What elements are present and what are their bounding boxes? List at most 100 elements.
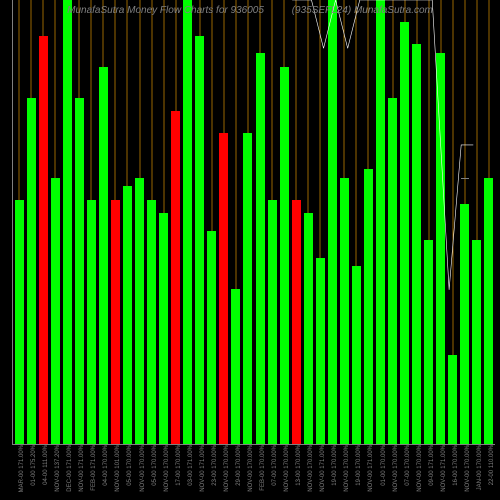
bar-label: 05-00 170.00% [152, 445, 158, 486]
bar-body [231, 289, 240, 444]
bar-body [316, 258, 325, 444]
bar-body [207, 231, 216, 444]
bar-label: DEC-00 171.00% [67, 445, 73, 492]
price-marker [461, 178, 469, 179]
bar-body [352, 266, 361, 444]
bar-label: NOV-00 137.20% [55, 445, 61, 492]
bar-label: 07-00 170.00% [405, 445, 411, 486]
bar-body [484, 178, 493, 444]
bar-label: NOV-00 170.00% [465, 445, 471, 492]
bar-label: 29-00 170.00% [236, 445, 242, 486]
bar-body [460, 204, 469, 444]
bar: NOV-00 170.00% [135, 0, 144, 444]
bar-label: NOV-00 170.00% [344, 445, 350, 492]
bar-body [171, 111, 180, 444]
bar-label: 22-00 110.00% [489, 445, 495, 485]
bar-body [400, 22, 409, 444]
bar-label: 07-00 170.00% [272, 445, 278, 486]
bar-body [39, 36, 48, 444]
bar-label: NOV-00 170.00% [248, 445, 254, 492]
bar: NOV-00 170.00% [304, 0, 313, 444]
bar: 17-00 170.00% [171, 0, 180, 444]
bar-body [111, 200, 120, 444]
bar: 01-00 170.00% [376, 0, 385, 444]
bar: 04-00 111.00% [39, 0, 48, 444]
bar-label: 01-00 170.00% [381, 445, 387, 486]
bar-body [448, 355, 457, 444]
bar: 07-00 170.00% [400, 0, 409, 444]
bar: NOV-00 170.00% [412, 0, 421, 444]
bar-label: NOV-00 170.00% [393, 445, 399, 492]
bar: 13-00 170.00% [292, 0, 301, 444]
bar-label: 13-00 170.00% [296, 445, 302, 486]
bar-label: MAR-00 171.00% [19, 445, 25, 492]
bar-body [364, 169, 373, 444]
bar: 23-00 170.00% [207, 0, 216, 444]
bar: 03-00 171.00% [183, 0, 192, 444]
bar-label: 03-00 171.00% [188, 445, 194, 486]
bar-body [388, 98, 397, 444]
bar-body [304, 213, 313, 444]
bar-label: NOV-00 171.00% [368, 445, 374, 492]
bar: 19-00 170.00% [328, 0, 337, 444]
bar-body [243, 133, 252, 444]
bar-body [135, 178, 144, 444]
bar-label: 01-00 175.20% [31, 445, 37, 486]
bar-label: 23-00 170.00% [212, 445, 218, 486]
bar: NOV-00 170.00% [460, 0, 469, 444]
bar-label: NOV-00 170.00% [308, 445, 314, 492]
bar-body [195, 36, 204, 444]
bar-label: NOV-00 101.00% [115, 445, 121, 492]
bar-label: 17-00 170.00% [176, 445, 182, 486]
bar: NOV-00 170.00% [280, 0, 289, 444]
bar-body [280, 67, 289, 444]
bar: 04-00 170.00% [99, 0, 108, 444]
bar: NOV-00 170.00% [159, 0, 168, 444]
bar: DEC-00 171.00% [63, 0, 72, 444]
bar-label: 19-00 170.00% [332, 445, 338, 486]
bar-label: 16-00 170.00% [453, 445, 459, 486]
bar: 29-00 170.00% [231, 0, 240, 444]
bar-body [27, 98, 36, 444]
bar: NOV-00 170.00% [219, 0, 228, 444]
bar-body [51, 178, 60, 444]
bar-label: 09-00 171.00% [429, 445, 435, 486]
bar-body [436, 53, 445, 444]
money-flow-chart: MAR-00 171.00%01-00 175.20%04-00 111.00%… [12, 0, 495, 445]
bar: NOV-00 171.00% [436, 0, 445, 444]
bar: 16-00 170.00% [448, 0, 457, 444]
bar: NOV-00 171.00% [195, 0, 204, 444]
bar: MAR-00 171.00% [15, 0, 24, 444]
bar-body [376, 0, 385, 444]
bar-label: 19-00 170.00% [356, 445, 362, 486]
bar-body [424, 240, 433, 444]
bar-body [472, 240, 481, 444]
bar-label: FEB-00 171.00% [91, 445, 97, 491]
bar-body [123, 186, 132, 444]
bar-label: NOV-00 171.00% [320, 445, 326, 492]
bar: 09-00 171.00% [424, 0, 433, 444]
bar: 19-00 170.00% [352, 0, 361, 444]
bar-label: JAN-00 170.00% [477, 445, 483, 490]
bar-body [183, 0, 192, 444]
bar-label: NOV-00 171.00% [200, 445, 206, 492]
bar-body [219, 133, 228, 444]
bar-label: NOV-00 171.00% [441, 445, 447, 492]
bar: 05-00 170.00% [147, 0, 156, 444]
bar-body [256, 53, 265, 444]
bar: NOV-00 170.00% [340, 0, 349, 444]
bar-label: 04-00 170.00% [103, 445, 109, 486]
bar-body [292, 200, 301, 444]
bar: NOV-00 170.00% [388, 0, 397, 444]
bar: NOV-00 137.20% [51, 0, 60, 444]
bar-label: NOV-00 170.00% [284, 445, 290, 492]
bar-label: NOV-00 171.00% [79, 445, 85, 492]
title-left: MunafaSutra Money Flow Charts for 936005 [67, 5, 264, 16]
bar-body [15, 200, 24, 444]
bar-body [75, 98, 84, 444]
bar: NOV-00 170.00% [243, 0, 252, 444]
chart-title: MunafaSutra Money Flow Charts for 936005… [0, 5, 500, 16]
bar-label: 04-00 111.00% [43, 445, 49, 485]
bar-label: NOV-00 170.00% [224, 445, 230, 492]
bar: NOV-00 171.00% [316, 0, 325, 444]
